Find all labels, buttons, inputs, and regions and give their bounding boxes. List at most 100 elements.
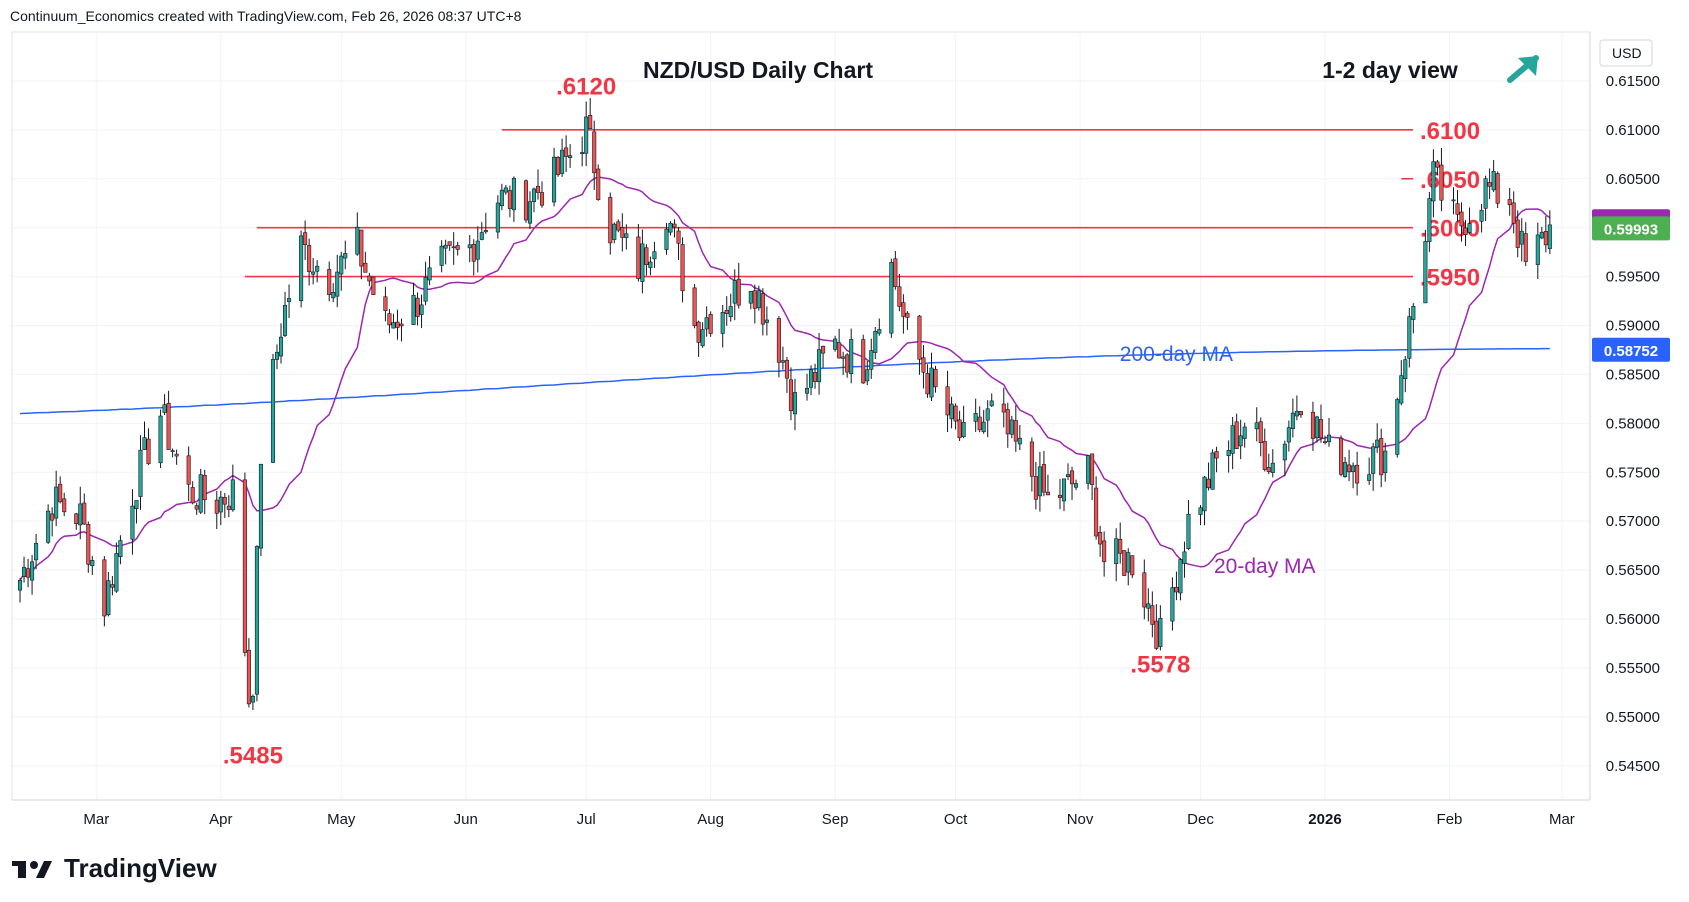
candle-body bbox=[1547, 224, 1552, 249]
candle-body bbox=[1258, 421, 1263, 443]
candle-body bbox=[507, 190, 512, 209]
candle-body bbox=[672, 223, 677, 228]
candle-body bbox=[640, 243, 645, 282]
candle-body bbox=[1379, 438, 1384, 476]
candle-body bbox=[756, 290, 761, 309]
candle-body bbox=[1407, 316, 1412, 359]
view-label: 1-2 day view bbox=[1322, 57, 1458, 83]
candle-body bbox=[961, 422, 966, 437]
candle bbox=[1230, 417, 1235, 470]
candle bbox=[331, 283, 336, 303]
candle-body bbox=[527, 201, 532, 224]
candle bbox=[475, 226, 480, 273]
candle bbox=[1061, 478, 1067, 512]
candle-body bbox=[905, 312, 910, 318]
candle bbox=[22, 556, 27, 583]
candle bbox=[214, 491, 219, 530]
candle-body bbox=[893, 258, 898, 287]
candle bbox=[1431, 149, 1436, 218]
candle bbox=[1483, 175, 1488, 221]
candle bbox=[865, 360, 870, 386]
candle-body bbox=[26, 568, 31, 578]
candle bbox=[250, 694, 255, 711]
candle bbox=[335, 254, 340, 308]
candle bbox=[146, 428, 151, 465]
candle-body bbox=[1423, 241, 1428, 304]
candle-body bbox=[315, 265, 320, 272]
candle bbox=[1094, 476, 1099, 540]
candle bbox=[367, 272, 372, 287]
candle-body bbox=[1326, 434, 1332, 443]
candle-body bbox=[190, 487, 195, 504]
candle bbox=[696, 320, 701, 357]
candle bbox=[1150, 591, 1155, 638]
level-label: .6050 bbox=[1420, 167, 1480, 194]
y-tick-label: 0.54500 bbox=[1606, 758, 1660, 775]
candle bbox=[399, 318, 404, 342]
candle bbox=[114, 542, 119, 593]
candle bbox=[327, 261, 332, 302]
candle bbox=[1242, 422, 1247, 448]
candle-body bbox=[1519, 230, 1524, 245]
candle-body bbox=[202, 475, 207, 501]
candle-body bbox=[479, 232, 484, 240]
candle bbox=[1258, 417, 1263, 457]
candle-body bbox=[1061, 478, 1067, 502]
candle-body bbox=[355, 226, 360, 255]
candle-body bbox=[760, 293, 765, 325]
candle bbox=[527, 191, 532, 229]
candle bbox=[1057, 478, 1063, 510]
candle bbox=[620, 213, 625, 252]
candle bbox=[833, 335, 838, 352]
candle-body bbox=[1403, 359, 1408, 380]
candle bbox=[1407, 307, 1412, 368]
candle-body bbox=[1090, 453, 1095, 485]
candle-body bbox=[1459, 211, 1464, 227]
candle bbox=[648, 256, 653, 276]
candle bbox=[552, 147, 557, 207]
y-tick-label: 0.56500 bbox=[1606, 562, 1660, 579]
candle bbox=[58, 476, 63, 504]
candle bbox=[953, 403, 958, 430]
candle-body bbox=[728, 306, 733, 318]
horizontal-levels: .6100.6050.6000.5950 bbox=[244, 118, 1480, 292]
candle-body bbox=[58, 483, 63, 503]
candle-body bbox=[1126, 552, 1131, 573]
candle-body bbox=[1114, 538, 1119, 565]
annotation-label: 20-day MA bbox=[1214, 555, 1316, 578]
candle bbox=[1515, 210, 1520, 258]
candle-body bbox=[50, 513, 55, 521]
candle-body bbox=[1451, 199, 1456, 202]
candle bbox=[1290, 398, 1295, 438]
candle bbox=[1375, 423, 1380, 453]
candle bbox=[977, 406, 982, 433]
candle-body bbox=[30, 561, 35, 581]
candle bbox=[1403, 356, 1408, 393]
candle-body bbox=[455, 245, 460, 250]
candle bbox=[62, 492, 67, 517]
candle-body bbox=[339, 255, 344, 275]
candle bbox=[359, 229, 364, 280]
candle bbox=[419, 294, 424, 329]
candle-body bbox=[620, 227, 625, 238]
candle-body bbox=[383, 296, 388, 311]
candle bbox=[1041, 450, 1046, 497]
candle bbox=[841, 351, 846, 376]
candle-body bbox=[1001, 403, 1006, 413]
candle-body bbox=[443, 244, 448, 249]
candle bbox=[222, 492, 227, 518]
candle bbox=[1519, 218, 1524, 262]
candle bbox=[1122, 550, 1127, 577]
candle bbox=[760, 288, 765, 336]
candle-body bbox=[222, 497, 227, 505]
candle bbox=[732, 269, 737, 321]
candle-body bbox=[130, 505, 135, 540]
candle bbox=[1090, 453, 1095, 501]
candle bbox=[274, 344, 280, 370]
tradingview-logo[interactable]: TradingView bbox=[12, 853, 217, 884]
candle bbox=[443, 239, 448, 265]
candle bbox=[925, 364, 930, 398]
candle bbox=[556, 156, 561, 177]
candle bbox=[427, 255, 432, 286]
